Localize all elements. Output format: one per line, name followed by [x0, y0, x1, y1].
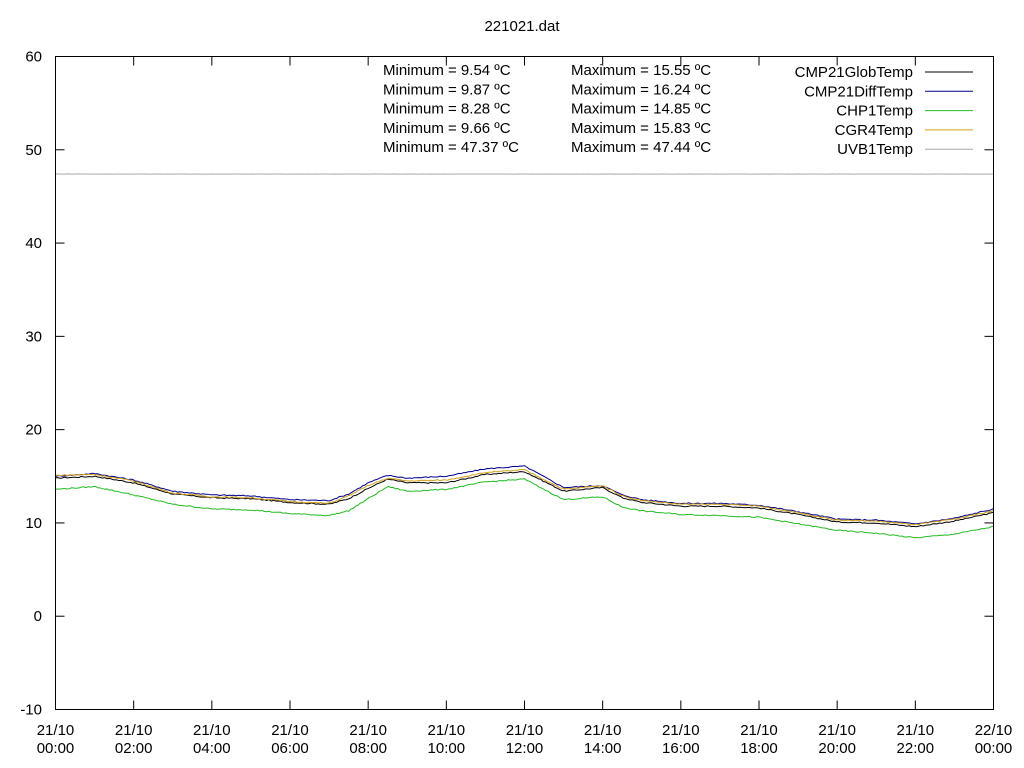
annotation-maximum: Maximum = 47.44 ºC: [571, 139, 711, 156]
x-tick-label-time: 04:00: [193, 740, 231, 757]
plot-lines: [55, 173, 994, 539]
x-tick-label-time: 12:00: [506, 740, 544, 757]
x-tick-label-date: 22/10: [975, 722, 1013, 739]
annotation-maximum: Maximum = 15.83 ºC: [571, 120, 711, 137]
legend-label: CGR4Temp: [835, 122, 913, 139]
y-tick-label: 0: [34, 608, 42, 625]
x-tick-label-date: 21/10: [193, 722, 231, 739]
x-tick-label-time: 16:00: [662, 740, 700, 757]
annotation-minimum: Minimum = 9.66 ºC: [383, 120, 511, 137]
x-axis: 21/1000:0021/1002:0021/1004:0021/1006:00…: [37, 56, 1013, 757]
x-tick-label-date: 21/10: [349, 722, 387, 739]
x-tick-label-time: 02:00: [115, 740, 153, 757]
series-line-cgr4temp: [55, 468, 994, 526]
series-line-cmp21globtemp: [55, 471, 994, 528]
x-tick-label-date: 21/10: [897, 722, 935, 739]
y-tick-label: 30: [25, 328, 42, 345]
annotation-minimum: Minimum = 8.28 ºC: [383, 101, 511, 118]
x-tick-label-time: 00:00: [37, 740, 75, 757]
annotation-minimum: Minimum = 47.37 ºC: [383, 139, 519, 156]
x-tick-label-date: 21/10: [37, 722, 75, 739]
x-tick-label-time: 22:00: [897, 740, 935, 757]
x-tick-label-date: 21/10: [662, 722, 700, 739]
y-tick-label: 20: [25, 422, 42, 439]
x-tick-label-date: 21/10: [506, 722, 544, 739]
legend: CMP21GlobTemp CMP21DiffTemp CHP1Temp CGR4Te…: [795, 64, 973, 158]
x-tick-label-date: 21/10: [428, 722, 466, 739]
x-tick-label-time: 18:00: [740, 740, 778, 757]
legend-label: CMP21DiffTemp: [804, 83, 913, 100]
annotation-maximum: Maximum = 15.55 ºC: [571, 62, 711, 79]
x-tick-label-time: 00:00: [975, 740, 1013, 757]
x-tick-label-time: 14:00: [584, 740, 622, 757]
legend-label: UVB1Temp: [837, 141, 913, 158]
y-tick-label: 60: [25, 49, 42, 66]
x-tick-label-date: 21/10: [584, 722, 622, 739]
legend-label: CMP21GlobTemp: [795, 64, 913, 81]
annotation-maximum: Maximum = 16.24 ºC: [571, 81, 711, 98]
x-tick-label-date: 21/10: [818, 722, 856, 739]
y-tick-label: 50: [25, 142, 42, 159]
plot-frame: [55, 56, 994, 710]
y-axis: -10 0 10 20 30 40 50 60: [20, 49, 994, 719]
x-tick-label-time: 08:00: [349, 740, 387, 757]
y-tick-label: -10: [20, 702, 42, 719]
series-line-chp1temp: [55, 478, 994, 539]
y-tick-label: 10: [25, 515, 42, 532]
min-max-annotations: Minimum = 9.54 ºC Maximum = 15.55 ºC Minim…: [383, 62, 711, 156]
annotation-maximum: Maximum = 14.85 ºC: [571, 101, 711, 118]
x-tick-label-date: 21/10: [740, 722, 778, 739]
legend-label: CHP1Temp: [836, 103, 913, 120]
x-tick-label-date: 21/10: [115, 722, 153, 739]
x-tick-label-time: 06:00: [271, 740, 309, 757]
annotation-minimum: Minimum = 9.54 ºC: [383, 62, 511, 79]
x-tick-label-time: 20:00: [818, 740, 856, 757]
y-tick-label: 40: [25, 235, 42, 252]
chart-title: 221021.dat: [484, 18, 560, 35]
annotation-minimum: Minimum = 9.87 ºC: [383, 81, 511, 98]
x-tick-label-date: 21/10: [271, 722, 309, 739]
x-tick-label-time: 10:00: [428, 740, 466, 757]
